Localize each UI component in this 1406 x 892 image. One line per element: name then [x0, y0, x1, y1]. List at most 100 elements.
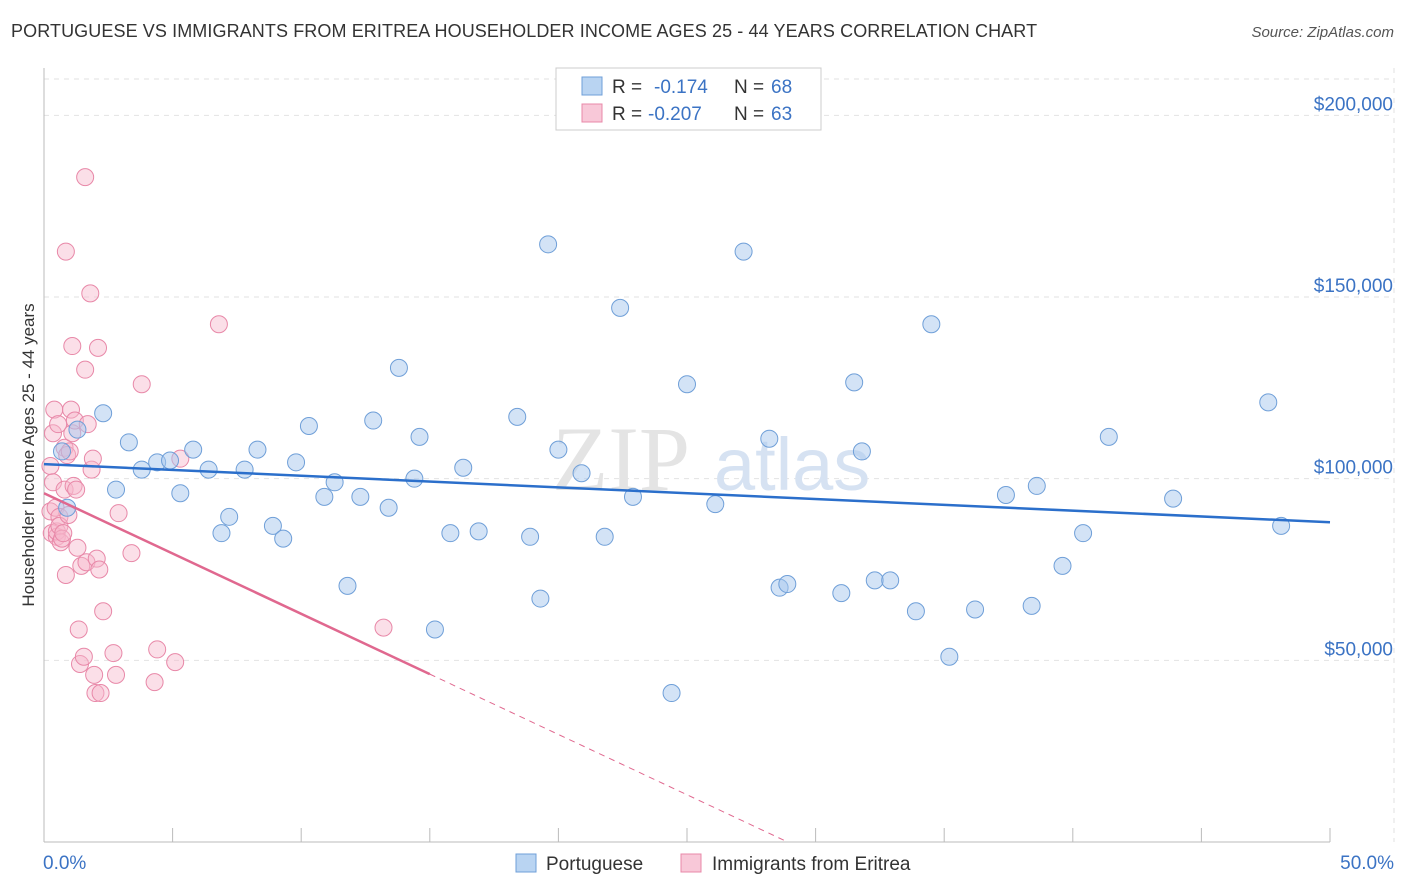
eritrea-point-27 — [67, 480, 86, 499]
x-tick-label-max: 50.0% — [1340, 853, 1394, 874]
portuguese-point-42 — [662, 684, 681, 703]
portuguese-point-10 — [184, 440, 203, 459]
chart-title: PORTUGUESE VS IMMIGRANTS FROM ERITREA HO… — [11, 21, 1038, 41]
portuguese-point-48 — [778, 575, 797, 594]
portuguese-point-41 — [623, 487, 642, 506]
portuguese-point-34 — [521, 527, 540, 546]
eritrea-point-57 — [374, 618, 393, 637]
portuguese-point-8 — [161, 451, 180, 470]
eritrea-point-34 — [76, 360, 95, 379]
eritrea-point-18 — [56, 565, 75, 584]
eritrea-point-51 — [132, 375, 151, 394]
legend-n-label-2: N = — [734, 104, 764, 125]
eritrea-point-32 — [74, 647, 93, 666]
portuguese-point-52 — [865, 571, 884, 590]
portuguese-point-24 — [364, 411, 383, 430]
legend-n-label-1: N = — [734, 77, 764, 98]
eritrea-point-48 — [107, 665, 126, 684]
portuguese-point-31 — [454, 458, 473, 477]
eritrea-point-45 — [91, 684, 110, 703]
legend-swatch-portuguese — [581, 76, 603, 96]
portuguese-point-14 — [235, 460, 254, 479]
y-tick-label-0: $50,000 — [1324, 639, 1393, 660]
portuguese-point-12 — [212, 524, 231, 543]
eritrea-point-17 — [56, 242, 75, 261]
eritrea-point-42 — [87, 549, 106, 568]
series-legend: Portuguese Immigrants from Eritrea — [515, 853, 911, 875]
portuguese-point-54 — [906, 602, 925, 621]
y-tick-labels: $50,000 $100,000 $150,000 $200,000 — [1314, 94, 1393, 660]
portuguese-point-28 — [410, 427, 429, 446]
bottom-legend-label-eritrea: Immigrants from Eritrea — [712, 854, 911, 875]
legend-r-value-2: -0.207 — [648, 104, 702, 125]
source-label: Source: ZipAtlas.com — [1251, 24, 1394, 41]
eritrea-point-56 — [209, 315, 228, 334]
eritrea-point-33 — [76, 168, 95, 187]
eritrea-point-31 — [72, 556, 91, 575]
eritrea-point-41 — [86, 684, 105, 703]
portuguese-point-26 — [389, 358, 408, 377]
y-tick-label-1: $100,000 — [1314, 458, 1393, 479]
eritrea-point-52 — [145, 673, 164, 692]
portuguese-point-32 — [469, 522, 488, 541]
eritrea-trend-extension — [429, 673, 788, 843]
trend-lines — [43, 462, 1331, 843]
portuguese-point-22 — [338, 576, 357, 595]
portuguese-point-9 — [171, 484, 190, 503]
eritrea-points — [41, 168, 393, 703]
portuguese-point-45 — [734, 242, 753, 261]
portuguese-point-50 — [845, 373, 864, 392]
bottom-legend-swatch-portuguese — [515, 853, 537, 873]
portuguese-point-61 — [1053, 556, 1072, 575]
eritrea-point-43 — [89, 338, 108, 357]
portuguese-point-18 — [287, 453, 306, 472]
portuguese-point-65 — [1259, 393, 1278, 412]
portuguese-point-19 — [299, 416, 318, 435]
portuguese-point-66 — [1272, 516, 1291, 535]
eritrea-point-49 — [109, 504, 128, 523]
portuguese-point-39 — [595, 527, 614, 546]
watermark-atlas: atlas — [714, 423, 870, 506]
eritrea-point-29 — [69, 620, 88, 639]
axes — [43, 68, 1331, 843]
portuguese-point-60 — [1027, 476, 1046, 495]
legend-swatch-eritrea — [581, 103, 603, 123]
portuguese-point-40 — [611, 298, 630, 317]
portuguese-point-13 — [220, 507, 239, 526]
portuguese-point-64 — [1164, 489, 1183, 508]
legend-n-value-2: 63 — [771, 104, 792, 125]
legend-r-label-1: R = — [612, 77, 642, 98]
grid-lines — [44, 68, 1395, 842]
eritrea-point-4 — [44, 424, 63, 443]
eritrea-point-0 — [41, 456, 60, 475]
eritrea-point-22 — [62, 400, 81, 419]
eritrea-point-54 — [166, 653, 185, 672]
eritrea-point-40 — [85, 665, 104, 684]
portuguese-point-57 — [966, 600, 985, 619]
portuguese-point-0 — [53, 442, 72, 461]
eritrea-point-14 — [54, 524, 73, 543]
portuguese-point-37 — [549, 440, 568, 459]
y-tick-label-2: $150,000 — [1314, 276, 1393, 297]
correlation-legend: R = -0.174 N = 68 R = -0.207 N = 63 — [555, 67, 822, 131]
eritrea-point-13 — [53, 529, 72, 548]
portuguese-point-4 — [107, 480, 126, 499]
portuguese-point-5 — [119, 433, 138, 452]
eritrea-point-53 — [148, 640, 167, 659]
legend-r-label-2: R = — [612, 104, 642, 125]
portuguese-point-3 — [94, 404, 113, 423]
portuguese-point-25 — [379, 498, 398, 517]
portuguese-point-29 — [425, 620, 444, 639]
portuguese-point-43 — [678, 375, 696, 394]
portuguese-point-16 — [263, 516, 282, 535]
portuguese-point-33 — [508, 407, 527, 426]
x-tick-label-min: 0.0% — [43, 853, 86, 874]
eritrea-point-24 — [63, 337, 82, 356]
eritrea-point-46 — [94, 602, 113, 621]
eritrea-trend-line — [43, 492, 431, 676]
portuguese-point-38 — [572, 464, 591, 483]
bottom-legend-swatch-eritrea — [680, 853, 702, 873]
portuguese-trend-line — [43, 462, 1331, 524]
y-tick-label-3: $200,000 — [1314, 94, 1393, 115]
portuguese-points — [53, 235, 1291, 703]
